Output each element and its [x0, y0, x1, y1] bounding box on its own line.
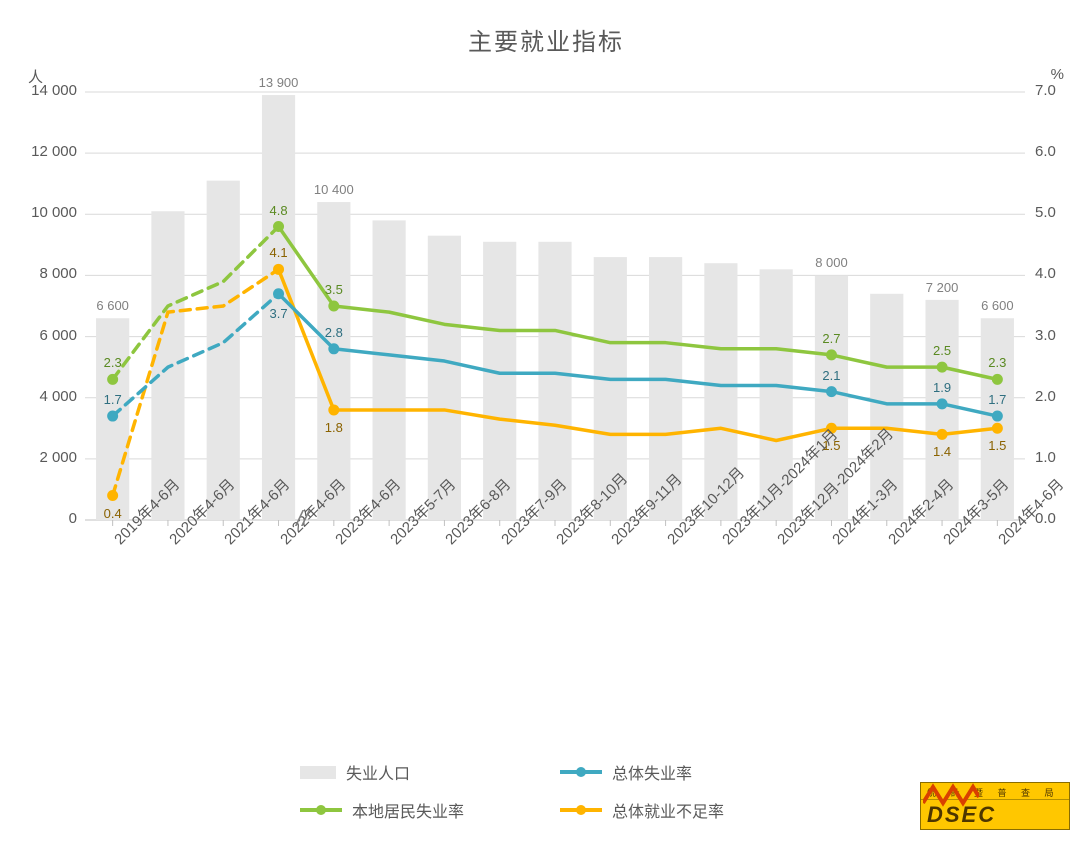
series-point-label: 2.3 — [988, 355, 1006, 370]
series-point-label: 1.9 — [933, 380, 951, 395]
ytick-right: 3.0 — [1035, 327, 1080, 344]
bar-value-label: 7 200 — [926, 280, 959, 295]
series-point-label: 2.5 — [933, 343, 951, 358]
ytick-right: 6.0 — [1035, 143, 1080, 160]
legend-swatch-line-icon — [560, 808, 602, 812]
series-point-label: 4.1 — [269, 245, 287, 260]
chart-svg — [0, 0, 1092, 852]
ytick-right: 1.0 — [1035, 449, 1080, 466]
legend-label: 总体失业率 — [612, 760, 692, 784]
ytick-left: 2 000 — [17, 449, 77, 466]
series-point-label: 1.5 — [822, 438, 840, 453]
legend-swatch-line-icon — [300, 808, 342, 812]
legend-swatch-bar-icon — [300, 766, 336, 779]
bar-value-label: 6 600 — [981, 298, 1014, 313]
series-point-label: 1.7 — [988, 392, 1006, 407]
chart-root: 主要就业指标 人 % 統 計 暨 普 查 局 DSEC 02 0004 0006… — [0, 0, 1092, 852]
dsec-logo-main: DSEC — [921, 800, 1069, 828]
axis-break-mark: // — [296, 506, 308, 532]
series-point-label: 1.5 — [988, 438, 1006, 453]
ytick-left: 8 000 — [17, 265, 77, 282]
ytick-left: 6 000 — [17, 327, 77, 344]
legend-swatch-line-icon — [560, 770, 602, 774]
series-point-label: 3.7 — [269, 306, 287, 321]
ytick-left: 14 000 — [17, 82, 77, 99]
ytick-right: 4.0 — [1035, 265, 1080, 282]
ytick-right: 5.0 — [1035, 204, 1080, 221]
dsec-logo: 統 計 暨 普 查 局 DSEC — [920, 782, 1070, 830]
ytick-right: 7.0 — [1035, 82, 1080, 99]
series-point-label: 3.5 — [325, 282, 343, 297]
ytick-left: 12 000 — [17, 143, 77, 160]
series-point-label: 4.8 — [269, 203, 287, 218]
series-point-label: 0.4 — [104, 506, 122, 521]
legend-item: 总体失业率 — [560, 760, 692, 784]
legend-item: 总体就业不足率 — [560, 798, 724, 822]
ytick-left: 10 000 — [17, 204, 77, 221]
series-point-label: 1.7 — [104, 392, 122, 407]
series-point-label: 2.7 — [822, 331, 840, 346]
legend-label: 本地居民失业率 — [352, 798, 464, 822]
legend-item: 失业人口 — [300, 760, 410, 784]
ytick-right: 2.0 — [1035, 388, 1080, 405]
dsec-logo-zig-icon — [923, 783, 979, 807]
bar-value-label: 6 600 — [96, 298, 129, 313]
series-point-label: 2.1 — [822, 368, 840, 383]
ytick-left: 4 000 — [17, 388, 77, 405]
bar-value-label: 13 900 — [259, 75, 299, 90]
bar-value-label: 8 000 — [815, 255, 848, 270]
series-point-label: 2.8 — [325, 325, 343, 340]
series-point-label: 1.8 — [325, 420, 343, 435]
bar-value-label: 10 400 — [314, 182, 354, 197]
legend-label: 失业人口 — [346, 760, 410, 784]
legend-label: 总体就业不足率 — [612, 798, 724, 822]
ytick-left: 0 — [17, 510, 77, 527]
legend-item: 本地居民失业率 — [300, 798, 464, 822]
series-point-label: 2.3 — [104, 355, 122, 370]
series-point-label: 1.4 — [933, 444, 951, 459]
